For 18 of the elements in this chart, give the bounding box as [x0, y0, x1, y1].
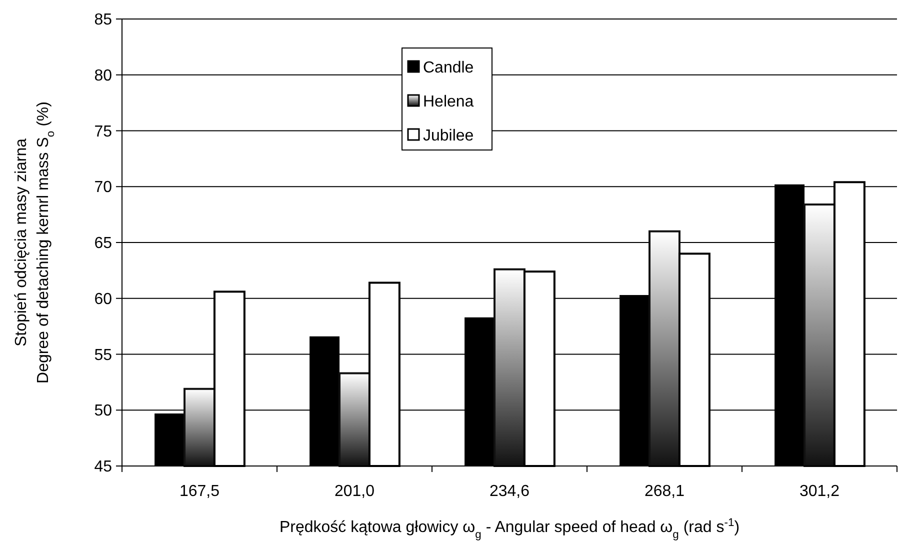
x-tick-label: 301,2: [799, 483, 840, 500]
y-tick-label: 85: [94, 12, 112, 29]
y-tick-label: 50: [94, 402, 112, 420]
y-tick-label: 65: [94, 235, 112, 252]
y-tick-label: 45: [94, 458, 112, 476]
x-tick-label: 201,0: [334, 483, 375, 500]
legend-label: Helena: [423, 94, 474, 111]
x-axis-title: Prędkość kątowa głowicy ω$_{g}$ - Angular speed of head ω$_{g}$ (rad s$^{-1}$): [279, 517, 740, 541]
x-tick-label: 234,6: [489, 483, 530, 500]
y-tick-label: 55: [94, 346, 112, 364]
y-tick-label: 75: [94, 123, 112, 140]
legend-label: Candle: [423, 60, 474, 77]
x-tick-label: 268,1: [644, 483, 685, 500]
y-tick-label: 60: [94, 290, 112, 308]
legend-label: Jubilee: [423, 128, 474, 145]
x-tick-label: 167,5: [179, 483, 220, 500]
y-tick-label: 70: [94, 179, 112, 196]
y-tick-label: 80: [94, 67, 112, 84]
